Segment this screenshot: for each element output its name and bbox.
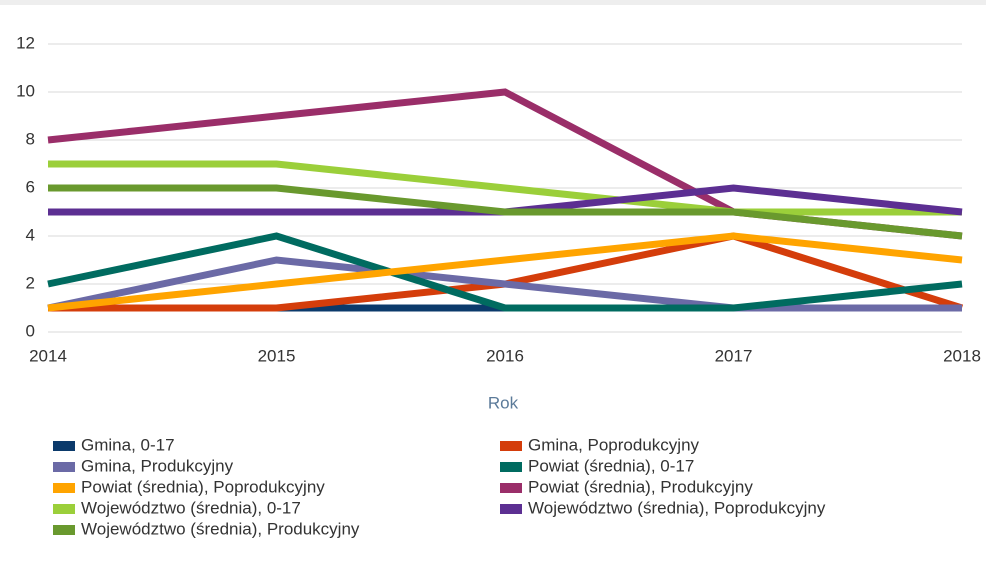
legend-swatch — [500, 483, 522, 493]
x-tick-label: 2018 — [943, 346, 981, 365]
x-axis-title: Rok — [488, 393, 519, 412]
x-tick-label: 2014 — [29, 346, 67, 365]
legend-swatch — [53, 504, 75, 514]
legend-swatch — [500, 504, 522, 514]
legend-swatch — [500, 441, 522, 451]
legend-label: Powiat (średnia), Poprodukcyjny — [81, 477, 325, 496]
legend-swatch — [53, 441, 75, 451]
series-line — [47, 232, 963, 312]
top-bar — [0, 0, 986, 5]
y-tick-label: 2 — [26, 273, 35, 292]
legend-label: Gmina, 0-17 — [81, 435, 175, 454]
x-tick-label: 2015 — [258, 346, 296, 365]
y-tick-label: 6 — [26, 177, 35, 196]
legend-label: Województwo (średnia), Produkcyjny — [81, 519, 360, 538]
series-line — [47, 256, 962, 312]
legend-label: Gmina, Poprodukcyjny — [528, 435, 700, 454]
y-tick-label: 8 — [26, 129, 35, 148]
series-line — [48, 184, 963, 240]
legend-label: Powiat (średnia), Produkcyjny — [528, 477, 753, 496]
y-tick-label: 4 — [26, 225, 35, 244]
x-tick-label: 2016 — [486, 346, 524, 365]
legend-label: Powiat (średnia), 0-17 — [528, 456, 694, 475]
series-line — [47, 232, 963, 312]
legend-swatch — [53, 483, 75, 493]
y-tick-label: 10 — [16, 81, 35, 100]
legend-label: Województwo (średnia), Poprodukcyjny — [528, 498, 826, 517]
y-tick-label: 12 — [16, 33, 35, 52]
y-tick-label: 0 — [26, 321, 35, 340]
legend-swatch — [53, 525, 75, 535]
legend-label: Województwo (średnia), 0-17 — [81, 498, 301, 517]
x-tick-label: 2017 — [715, 346, 753, 365]
legend-label: Gmina, Produkcyjny — [81, 456, 234, 475]
series-line — [48, 184, 963, 216]
legend-swatch — [53, 462, 75, 472]
legend-swatch — [500, 462, 522, 472]
series-line — [48, 160, 962, 216]
